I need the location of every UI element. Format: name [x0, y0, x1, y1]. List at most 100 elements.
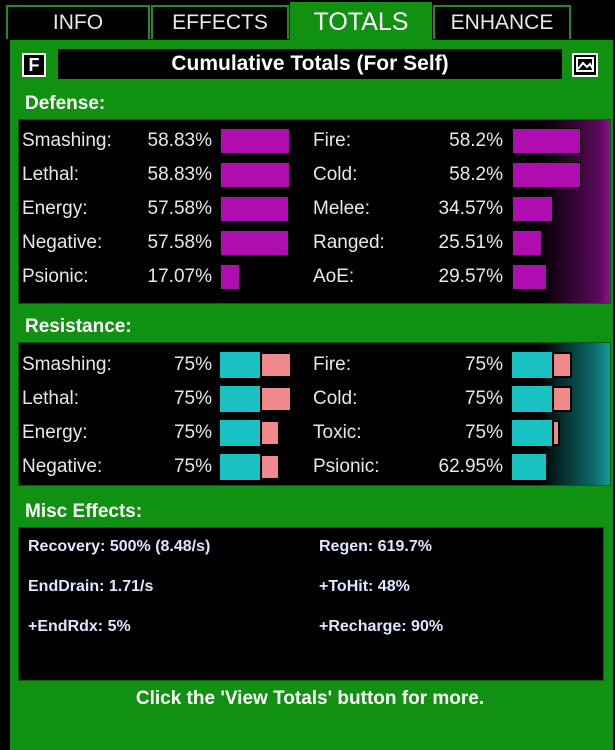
misc-box [18, 527, 604, 681]
defense-level-bar [220, 162, 290, 188]
misc-effect-item: +Recharge: 90% [319, 618, 444, 635]
defense-level-bar [220, 264, 240, 290]
resistance-psionic-row: Psionic: 62.95% [313, 452, 603, 482]
defense-level-bar [512, 128, 581, 154]
tab-effects[interactable]: EFFECTS [151, 5, 289, 39]
defense-level-bar [512, 230, 542, 256]
defense-stat-label: Ranged: [313, 232, 385, 253]
tab-totals[interactable]: TOTALS [290, 2, 432, 40]
resistance-level-bar [220, 420, 260, 446]
resistance-level-bar [220, 454, 260, 480]
tab-enhance[interactable]: ENHANCE [433, 5, 571, 39]
resistance-excess-bar [552, 420, 560, 446]
defense-stat-value: 58.83% [147, 130, 212, 151]
defense-stat-value: 58.83% [147, 164, 212, 185]
resistance-stat-value: 75% [464, 354, 503, 375]
tab-info[interactable]: INFO [6, 5, 150, 39]
resistance-excess-bar [260, 454, 280, 480]
resistance-stat-label: Fire: [313, 354, 351, 375]
defense-stat-value: 58.2% [449, 130, 503, 151]
resistance-stat-label: Toxic: [313, 422, 362, 443]
defense-level-bar [512, 196, 553, 222]
defense-level-bar [220, 128, 290, 154]
defense-energy-row: Energy: 57.58% [22, 194, 312, 224]
defense-negative-row: Negative: 57.58% [22, 228, 312, 258]
resistance-stat-label: Energy: [22, 422, 88, 443]
misc-effect-item: Recovery: 500% (8.48/s) [28, 538, 211, 555]
resistance-level-bar [512, 420, 552, 446]
resistance-stat-label: Lethal: [22, 388, 80, 409]
defense-cold-row: Cold: 58.2% [313, 160, 603, 190]
resistance-stat-label: Negative: [22, 456, 103, 477]
resistance-excess-bar [552, 352, 572, 378]
resistance-energy-row: Energy: 75% [22, 418, 312, 448]
misc-effect-item: +EndRdx: 5% [28, 618, 131, 635]
resistance-level-bar [512, 454, 546, 480]
resistance-stat-value: 75% [173, 354, 212, 375]
picture-icon[interactable] [572, 53, 598, 77]
resistance-fire-row: Fire: 75% [313, 350, 603, 380]
misc-effect-item: +ToHit: 48% [319, 578, 410, 595]
resistance-stat-label: Smashing: [22, 354, 112, 375]
defense-stat-value: 58.2% [449, 164, 503, 185]
defense-label: Defense: [25, 93, 106, 114]
defense-stat-value: 25.51% [438, 232, 503, 253]
defense-smashing-row: Smashing: 58.83% [22, 126, 312, 156]
misc-effect-item: Regen: 619.7% [319, 538, 432, 555]
resistance-stat-label: Psionic: [313, 456, 380, 477]
resistance-negative-row: Negative: 75% [22, 452, 312, 482]
resistance-toxic-row: Toxic: 75% [313, 418, 603, 448]
resistance-stat-value: 75% [173, 422, 212, 443]
defense-stat-label: Psionic: [22, 266, 89, 287]
tab-bar: INFO EFFECTS TOTALS ENHANCE [0, 0, 615, 40]
defense-ranged-row: Ranged: 25.51% [313, 228, 603, 258]
defense-fire-row: Fire: 58.2% [313, 126, 603, 156]
resistance-stat-label: Cold: [313, 388, 358, 409]
resistance-stat-value: 75% [464, 388, 503, 409]
defense-level-bar [512, 264, 547, 290]
resistance-label: Resistance: [25, 316, 132, 337]
defense-stat-label: Energy: [22, 198, 88, 219]
defense-level-bar [512, 162, 581, 188]
resistance-smashing-row: Smashing: 75% [22, 350, 312, 380]
defense-stat-value: 34.57% [438, 198, 503, 219]
defense-level-bar [220, 196, 289, 222]
defense-lethal-row: Lethal: 58.83% [22, 160, 312, 190]
resistance-stat-value: 75% [173, 388, 212, 409]
resistance-level-bar [512, 386, 552, 412]
resistance-cold-row: Cold: 75% [313, 384, 603, 414]
defense-aoe-row: AoE: 29.57% [313, 262, 603, 292]
defense-stat-label: Smashing: [22, 130, 112, 151]
misc-label: Misc Effects: [25, 501, 143, 522]
defense-stat-label: Cold: [313, 164, 358, 185]
resistance-stat-value: 75% [464, 422, 503, 443]
resistance-excess-bar [260, 352, 292, 378]
resistance-lethal-row: Lethal: 75% [22, 384, 312, 414]
defense-stat-value: 17.07% [147, 266, 212, 287]
defense-psionic-row: Psionic: 17.07% [22, 262, 312, 292]
picture-icon-glyph [576, 57, 594, 72]
resistance-level-bar [512, 352, 552, 378]
defense-stat-label: AoE: [313, 266, 355, 287]
defense-stat-value: 57.58% [147, 232, 212, 253]
defense-melee-row: Melee: 34.57% [313, 194, 603, 224]
defense-stat-label: Lethal: [22, 164, 80, 185]
defense-stat-label: Negative: [22, 232, 103, 253]
resistance-excess-bar [552, 386, 572, 412]
defense-stat-label: Fire: [313, 130, 351, 151]
page-title: Cumulative Totals (For Self) [58, 49, 562, 79]
resistance-stat-value: 62.95% [438, 456, 503, 477]
resistance-level-bar [220, 352, 260, 378]
defense-level-bar [220, 230, 289, 256]
resistance-stat-value: 75% [173, 456, 212, 477]
defense-stat-value: 57.58% [147, 198, 212, 219]
resistance-excess-bar [260, 420, 280, 446]
resistance-level-bar [220, 386, 260, 412]
footer-hint: Click the 'View Totals' button for more. [135, 688, 485, 709]
f-button[interactable]: F [22, 53, 46, 77]
defense-stat-value: 29.57% [438, 266, 503, 287]
resistance-excess-bar [260, 386, 292, 412]
defense-stat-label: Melee: [313, 198, 371, 219]
misc-effect-item: EndDrain: 1.71/s [28, 578, 154, 595]
